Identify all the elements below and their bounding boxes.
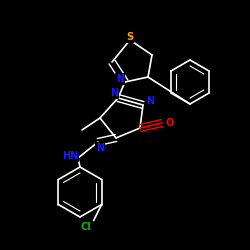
Text: Cl: Cl (80, 222, 91, 232)
Text: N: N (110, 88, 118, 98)
Text: HN: HN (62, 151, 78, 161)
Text: S: S (126, 32, 134, 42)
Text: O: O (166, 118, 174, 128)
Text: N: N (96, 143, 104, 153)
Text: N: N (146, 96, 154, 106)
Text: N: N (116, 74, 124, 84)
